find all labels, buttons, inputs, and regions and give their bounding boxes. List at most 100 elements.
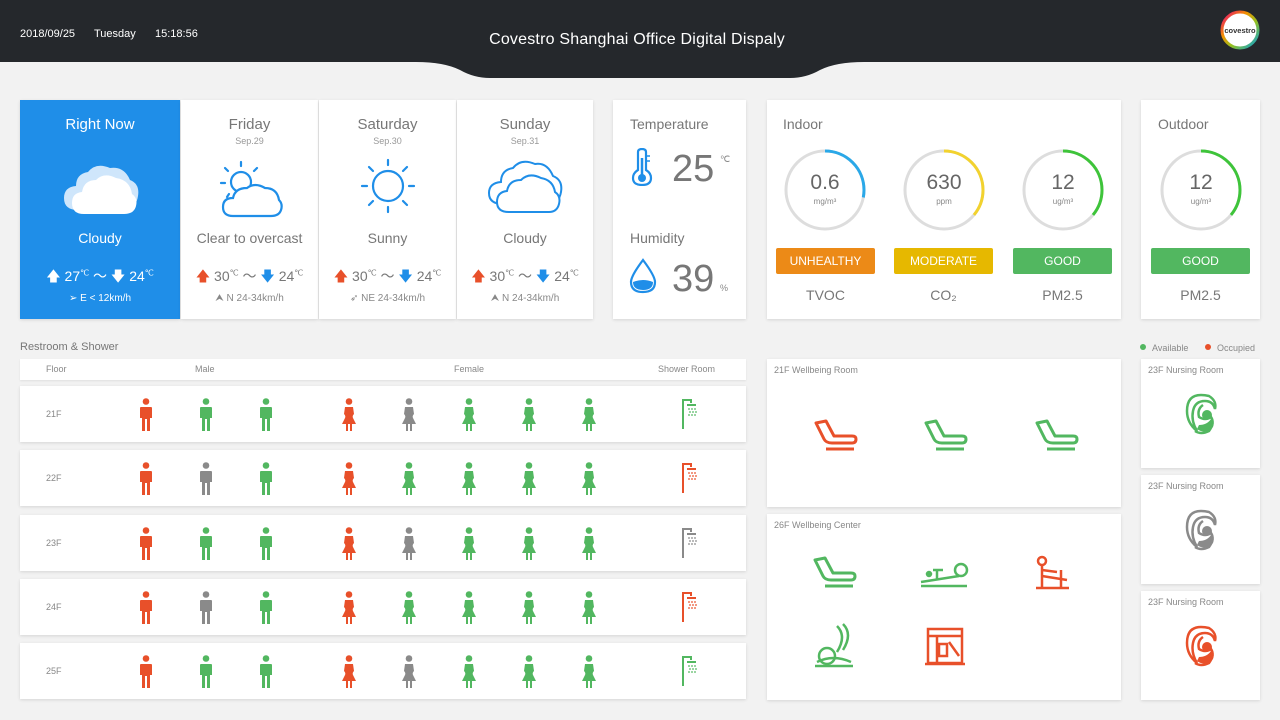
restroom-row: 23F xyxy=(20,514,746,571)
female-toilet-icon xyxy=(341,655,357,694)
degree-unit: ℃ xyxy=(569,268,579,278)
male-toilet-icon xyxy=(259,462,273,501)
tvoc-value: 0.6 xyxy=(810,171,840,194)
wellbeing-center-title: 26F Wellbeing Center xyxy=(774,520,861,530)
shower-icon xyxy=(680,397,700,434)
legend-occupied: Occupied xyxy=(1205,343,1255,353)
female-toilet-icon xyxy=(401,591,417,630)
tilde: ～ xyxy=(380,268,395,284)
female-toilet-icon xyxy=(401,526,417,566)
rowing-machine-icon xyxy=(920,562,969,588)
header-floor: Floor xyxy=(46,364,67,374)
floor-label: 21F xyxy=(46,409,62,419)
nursing-room-title: 23F Nursing Room xyxy=(1148,597,1224,607)
arrow-down-icon: 🡇 xyxy=(398,268,413,284)
male-toilet-icon xyxy=(139,398,153,437)
male-toilet-icon xyxy=(139,655,153,694)
header-tab-shape xyxy=(0,0,1280,78)
female-toilet-icon xyxy=(521,462,537,501)
male-toilet-icon xyxy=(199,462,213,501)
header-female: Female xyxy=(454,364,485,374)
co2-unit: ppm xyxy=(936,197,952,206)
temp-high: 30 xyxy=(352,268,368,284)
temperature-value: 25 xyxy=(672,148,715,190)
pm25-indoor-value: 12 xyxy=(1051,171,1075,194)
temp-low: 24 xyxy=(129,268,145,284)
tvoc-status-badge: UNHEALTHY xyxy=(776,248,875,274)
legend-available-label: Available xyxy=(1152,343,1189,353)
weather-day: Saturday xyxy=(357,116,418,133)
wellbeing-room-card: 21F Wellbeing Room xyxy=(767,359,1121,507)
header-time: 15:18:56 xyxy=(155,28,198,40)
co2-status-badge: MODERATE xyxy=(894,248,993,274)
nursing-room-card: 23F Nursing Room xyxy=(1141,359,1260,468)
shower-icon xyxy=(680,654,700,691)
gauge-arc xyxy=(903,149,985,231)
female-toilet-icon xyxy=(581,462,597,501)
temp-high: 30 xyxy=(214,268,230,284)
nursing-mother-icon xyxy=(1181,507,1221,558)
gauge-arc xyxy=(1160,149,1242,231)
wind-text: E < 12km/h xyxy=(80,293,132,304)
weather-forecast-saturday: Saturday Sep.30 Sunny 🡅 30℃ ～ 🡇 24℃ ➶ NE… xyxy=(319,100,456,319)
nursing-mother-icon xyxy=(1181,391,1221,442)
nursing-mother-icon xyxy=(1181,623,1221,674)
wind-icon: ⮝ xyxy=(490,293,500,304)
floor-label: 24F xyxy=(46,601,62,612)
floor-label: 22F xyxy=(46,473,62,484)
male-toilet-icon xyxy=(139,526,153,566)
weather-condition: Clear to overcast xyxy=(196,230,303,246)
temp-low: 24 xyxy=(416,268,433,284)
weather-date: Sep.31 xyxy=(510,136,540,146)
degree-unit: ℃ xyxy=(229,268,239,278)
wind-icon: ➶ xyxy=(349,293,359,304)
pm25-outdoor-unit: ug/m³ xyxy=(1190,197,1212,206)
tvoc-label: TVOC xyxy=(806,287,845,303)
female-toilet-icon xyxy=(461,462,477,501)
pm25-outdoor-status-badge: GOOD xyxy=(1151,248,1250,274)
wind-text: NE 24-34km/h xyxy=(361,293,426,304)
shower-icon xyxy=(680,526,700,563)
female-toilet-icon xyxy=(461,526,477,566)
pm25-indoor-unit: ug/m³ xyxy=(1052,197,1074,206)
male-toilet-icon xyxy=(259,591,273,630)
restroom-row: 22F xyxy=(20,450,746,507)
female-toilet-icon xyxy=(581,655,597,694)
co2-value: 630 xyxy=(926,171,962,194)
weight-machine-icon xyxy=(925,627,965,666)
weather-now-card: Right Now Cloudy 🡅 27℃ ～ 🡇 24℃ ➢ E < 12k… xyxy=(20,100,180,319)
weather-date: Sep.29 xyxy=(235,136,264,146)
female-toilet-icon xyxy=(461,655,477,694)
female-toilet-icon xyxy=(461,591,477,630)
female-toilet-icon xyxy=(341,591,357,630)
weather-condition: Cloudy xyxy=(78,230,122,246)
arrow-up-icon: 🡅 xyxy=(333,268,349,284)
weather-wind: ➢ E < 12km/h xyxy=(20,293,180,304)
weather-date: Sep.30 xyxy=(373,136,402,146)
nursing-room-card: 23F Nursing Room xyxy=(1141,591,1260,700)
floor-label: 23F xyxy=(46,537,62,548)
degree-unit: ℃ xyxy=(367,268,377,278)
pm25-indoor-status-badge: GOOD xyxy=(1013,248,1112,274)
weather-wind: ➶ NE 24-34km/h xyxy=(319,293,456,304)
restroom-table-header: Floor Male Female Shower Room xyxy=(20,359,746,380)
arrow-up-icon: 🡅 xyxy=(46,268,61,284)
tvoc-gauge xyxy=(784,149,866,231)
degree-unit: ℃ xyxy=(80,268,90,278)
climate-card: Temperature 25 ℃ Humidity 39 % xyxy=(613,100,746,319)
weather-forecast-friday: Friday Sep.29 Clear to overcast 🡅 30℃ ～ … xyxy=(181,100,318,319)
header-weekday: Tuesday xyxy=(94,28,136,40)
female-toilet-icon xyxy=(581,591,597,630)
massage-chair-icon xyxy=(1033,419,1079,458)
weather-forecast-sunday: Sunday Sep.31 Cloudy 🡅 30℃ ～ 🡇 24℃ ⮝ N 2… xyxy=(457,100,593,319)
pm25-indoor-label: PM2.5 xyxy=(1042,287,1083,303)
legend-available: Available xyxy=(1140,343,1188,353)
elliptical-trainer-icon xyxy=(815,623,853,668)
nursing-room-title: 23F Nursing Room xyxy=(1148,365,1224,375)
massage-chair-icon xyxy=(813,556,857,588)
temperature-unit: ℃ xyxy=(720,154,731,164)
cloud-icon xyxy=(487,160,563,213)
wellbeing-center-card: 26F Wellbeing Center xyxy=(767,514,1121,700)
wind-text: N 24-34km/h xyxy=(502,293,560,304)
female-toilet-icon xyxy=(521,526,537,566)
